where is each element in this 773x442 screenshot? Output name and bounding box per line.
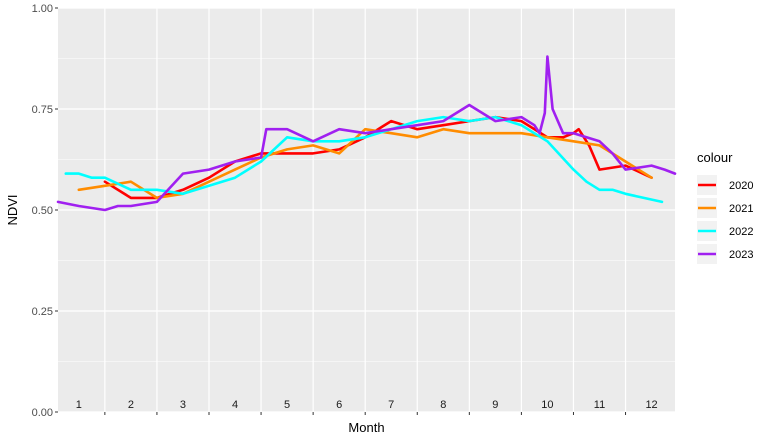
minor-gridlines (58, 58, 675, 362)
y-tick-label: 0.25 (32, 306, 53, 318)
legend-label: 2020 (729, 180, 753, 192)
month-label: 12 (645, 399, 657, 411)
month-label: 4 (232, 399, 238, 411)
month-label: 10 (541, 399, 553, 411)
legend-label: 2023 (729, 249, 753, 261)
y-axis-title: NDVI (5, 194, 20, 225)
series-line-2022 (64, 115, 664, 204)
y-tick-label: 0.50 (32, 205, 53, 217)
month-label: 11 (594, 399, 605, 411)
series-line-2021 (77, 127, 653, 200)
x-axis-title: Month (348, 420, 384, 435)
series-line-2023 (56, 55, 677, 212)
month-label: 1 (76, 399, 82, 411)
x-axis-ticks (104, 412, 627, 415)
month-labels: 1 2 3 4 5 6 7 8 9 10 11 12 (76, 399, 658, 411)
month-label: 8 (440, 399, 446, 411)
y-tick-label: 1.00 (32, 3, 53, 15)
legend-title: colour (697, 150, 733, 165)
month-label: 9 (492, 399, 498, 411)
legend-label: 2022 (729, 226, 753, 238)
series-line-2020 (103, 115, 653, 200)
legend-label: 2021 (729, 203, 753, 215)
y-tick-label: 0.00 (32, 407, 53, 419)
month-label: 3 (180, 399, 186, 411)
legend: colour 2020 2021 2022 2023 (697, 150, 753, 264)
month-label: 6 (336, 399, 342, 411)
y-tick-label: 0.75 (32, 104, 53, 116)
series-lines (56, 55, 677, 212)
month-label: 7 (388, 399, 394, 411)
y-axis-ticks: 0.00 0.25 0.50 0.75 1.00 (32, 3, 58, 419)
month-label: 5 (284, 399, 290, 411)
month-label: 2 (128, 399, 134, 411)
